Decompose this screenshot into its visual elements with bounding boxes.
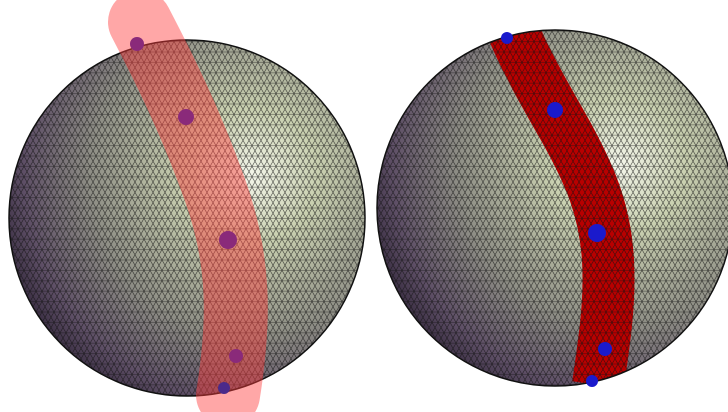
left-sphere [9, 22, 365, 396]
page: {} html, body { margin: 0; padding: 0; b… [0, 0, 728, 412]
point [219, 231, 237, 249]
right-sphere [377, 28, 728, 387]
point [547, 102, 563, 118]
point [178, 109, 194, 125]
body [0, 0, 728, 412]
point [229, 349, 243, 363]
sphere-mesh [377, 30, 728, 386]
point [586, 375, 598, 387]
point [588, 224, 606, 242]
point [501, 32, 513, 44]
point [218, 382, 230, 394]
point [130, 37, 144, 51]
point [598, 342, 612, 356]
scene [0, 0, 728, 412]
